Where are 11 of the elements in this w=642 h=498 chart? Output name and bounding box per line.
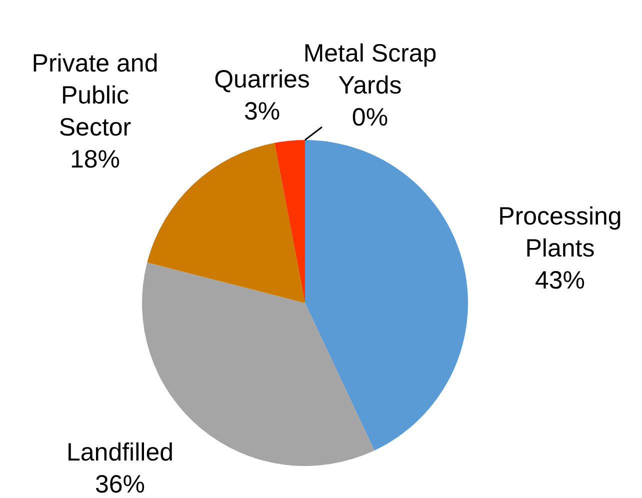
slice-label: Private and Public Sector <box>32 50 158 142</box>
data-label: 3% <box>244 98 280 126</box>
text: 0% <box>352 104 388 132</box>
slice-label: Processing Plants <box>498 202 622 263</box>
data-label: 43% <box>534 266 586 295</box>
pie-slice <box>147 142 305 303</box>
pie-slice <box>305 140 468 450</box>
slice-label: Landfilled <box>66 438 174 467</box>
pie-slice <box>274 140 305 303</box>
data-label: 18% <box>70 146 120 174</box>
data-label: 36% <box>94 470 146 498</box>
